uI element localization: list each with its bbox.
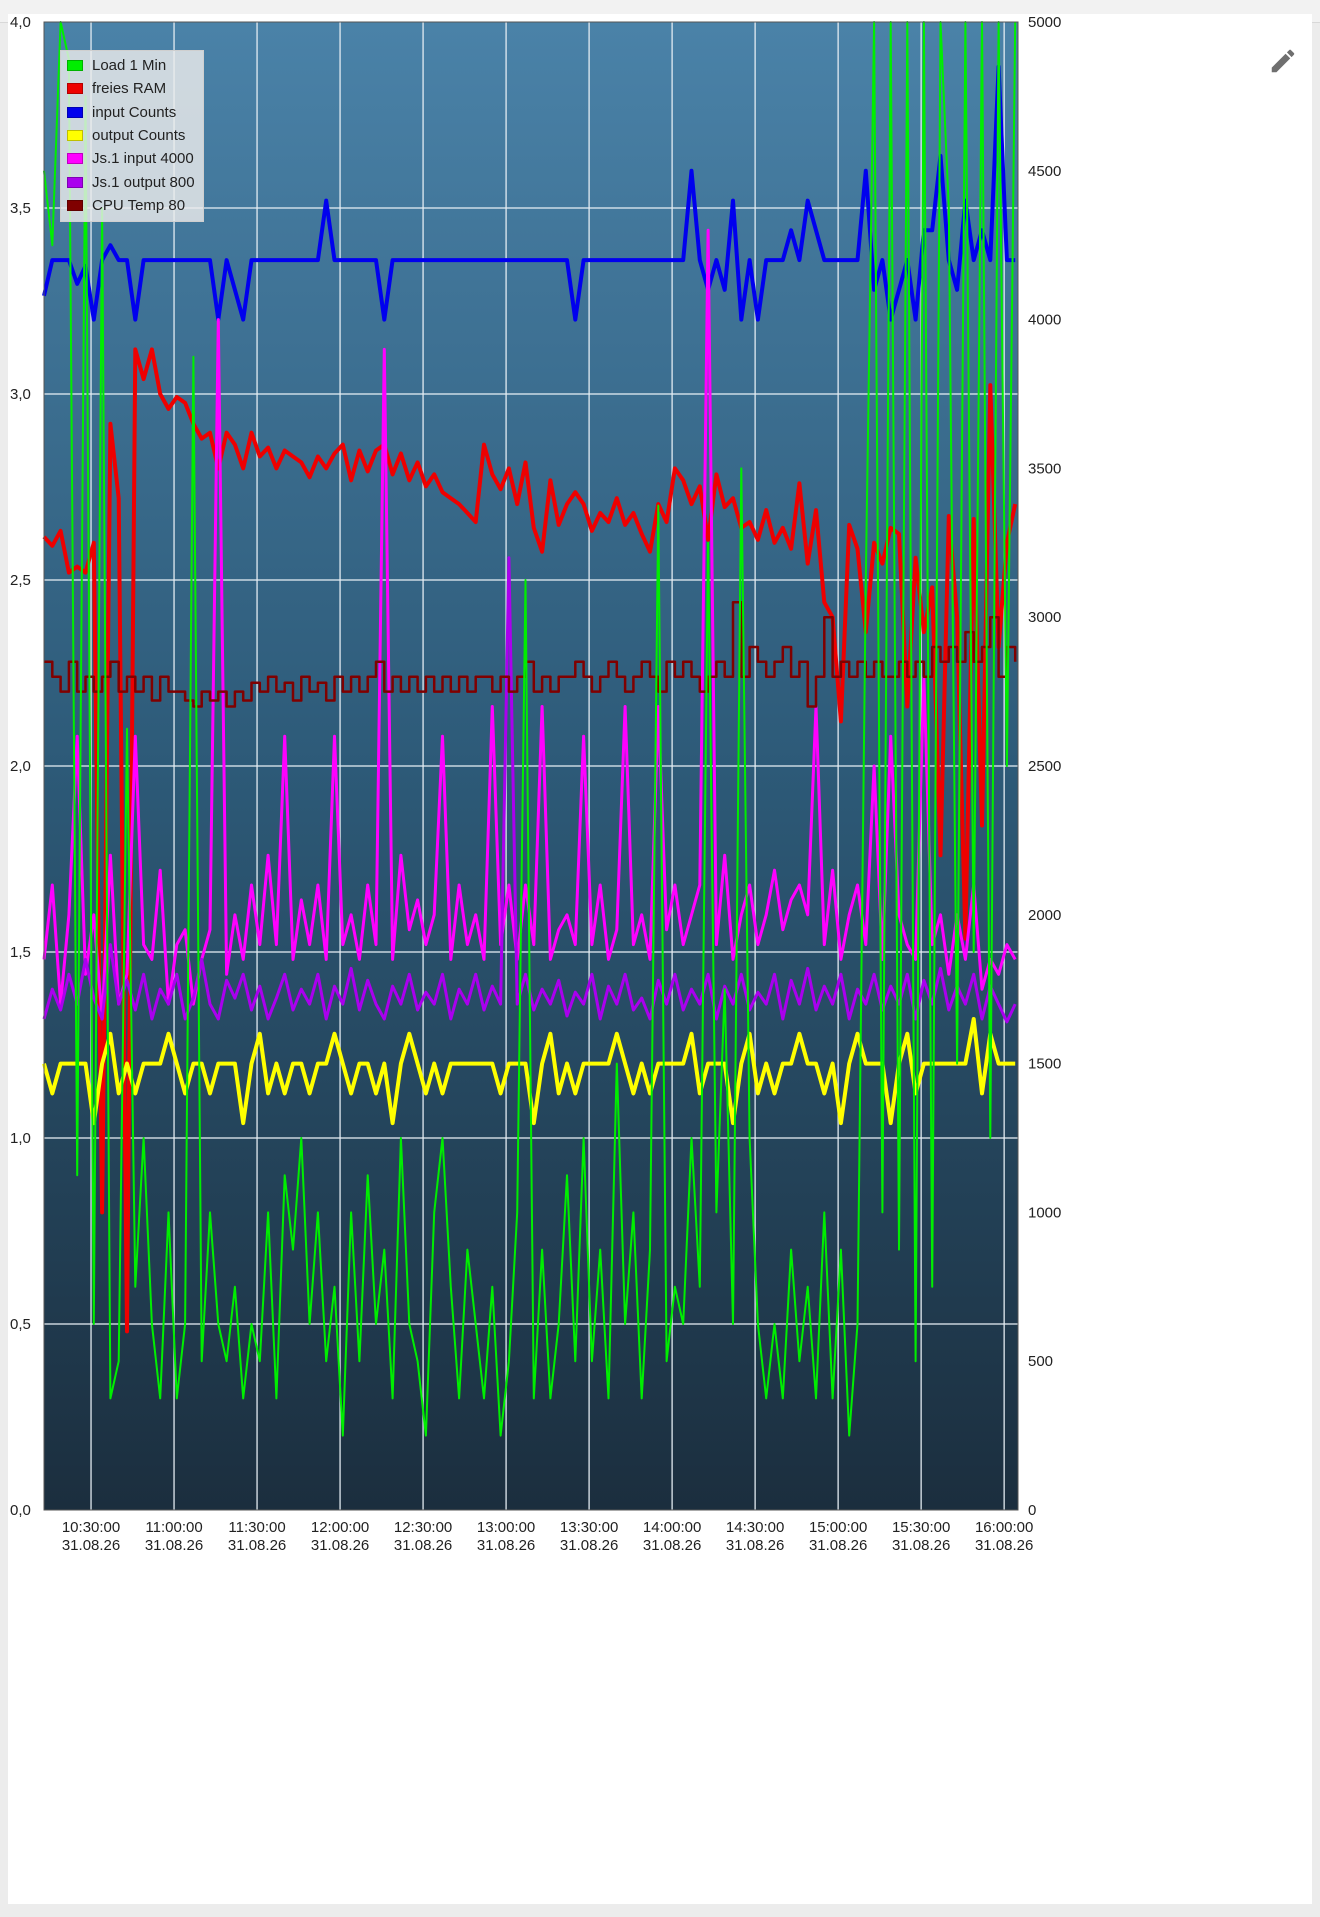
legend-swatch xyxy=(67,106,83,118)
pencil-icon xyxy=(1271,49,1295,73)
x-tick-time: 12:30:00 xyxy=(394,1519,452,1536)
x-tick-time: 13:00:00 xyxy=(477,1519,535,1536)
legend-swatch xyxy=(67,153,83,165)
x-tick-time: 11:30:00 xyxy=(228,1519,285,1536)
x-tick-time: 14:00:00 xyxy=(643,1519,701,1536)
x-tick-date: 31.08.26 xyxy=(560,1537,618,1554)
x-tick-date: 31.08.26 xyxy=(311,1537,369,1554)
chart: 4,03,53,02,52,01,51,00,50,05000450040003… xyxy=(10,14,1061,1554)
x-tick-time: 12:00:00 xyxy=(311,1519,369,1536)
y-right-tick-label: 3000 xyxy=(1028,609,1061,626)
legend-label: Js.1 input 4000 xyxy=(92,150,194,168)
legend-label: output Counts xyxy=(92,127,186,145)
x-tick-date: 31.08.26 xyxy=(809,1537,867,1554)
y-left-tick-label: 4,0 xyxy=(10,14,31,31)
x-tick-date: 31.08.26 xyxy=(145,1537,203,1554)
series-line-load-1-min xyxy=(43,21,1017,1437)
legend-item[interactable]: CPU Temp 80 xyxy=(67,194,197,217)
x-tick-time: 13:30:00 xyxy=(560,1519,618,1536)
legend-item[interactable]: Load 1 Min xyxy=(67,54,197,77)
x-tick-time: 11:00:00 xyxy=(145,1519,202,1536)
legend-swatch xyxy=(67,176,83,188)
edit-button[interactable] xyxy=(1268,46,1298,76)
y-left-tick-label: 3,0 xyxy=(10,386,31,403)
x-tick-time: 16:00:00 xyxy=(975,1519,1033,1536)
legend-item[interactable]: output Counts xyxy=(67,124,197,147)
x-tick-date: 31.08.26 xyxy=(228,1537,286,1554)
series-line-input-counts xyxy=(42,64,1016,322)
y-left-tick-label: 0,5 xyxy=(10,1316,31,1333)
legend-label: Load 1 Min xyxy=(92,57,167,75)
x-tick-date: 31.08.26 xyxy=(394,1537,452,1554)
x-tick-time: 10:30:00 xyxy=(62,1519,120,1536)
x-tick-date: 31.08.26 xyxy=(477,1537,535,1554)
legend-item[interactable]: Js.1 output 800 xyxy=(67,170,197,193)
y-right-tick-label: 1500 xyxy=(1028,1056,1061,1073)
legend-item[interactable]: freies RAM xyxy=(67,77,197,100)
x-tick-date: 31.08.26 xyxy=(62,1537,120,1554)
legend: Load 1 Min freies RAM input Counts output C… xyxy=(60,50,204,223)
y-left-tick-label: 2,0 xyxy=(10,758,31,775)
y-left-tick-label: 0,0 xyxy=(10,1502,31,1519)
legend-label: Js.1 output 800 xyxy=(92,173,195,191)
y-right-tick-label: 4500 xyxy=(1028,163,1061,180)
y-left-tick-label: 1,0 xyxy=(10,1130,31,1147)
plot-frame xyxy=(43,21,1019,1511)
y-right-tick-label: 0 xyxy=(1028,1502,1036,1519)
series-line-cpu-temp-80 xyxy=(44,601,1017,708)
legend-label: freies RAM xyxy=(92,80,167,98)
series-group xyxy=(42,21,1018,1437)
x-tick-date: 31.08.26 xyxy=(975,1537,1033,1554)
legend-swatch xyxy=(67,60,83,72)
x-tick-time: 14:30:00 xyxy=(726,1519,784,1536)
y-right-tick-label: 2000 xyxy=(1028,907,1061,924)
x-tick-date: 31.08.26 xyxy=(892,1537,950,1554)
y-left-tick-label: 3,5 xyxy=(10,200,31,217)
x-tick-date: 31.08.26 xyxy=(643,1537,701,1554)
x-tick-date: 31.08.26 xyxy=(726,1537,784,1554)
legend-item[interactable]: Js.1 input 4000 xyxy=(67,147,197,170)
chart-card: 4,0 3,5 3,0 2,5 2,0 1,5 1,0 0,5 0,0 5000 4500 4000 3… xyxy=(8,14,1312,1904)
legend-swatch xyxy=(67,130,83,142)
legend-swatch xyxy=(67,83,83,95)
y-right-tick-label: 500 xyxy=(1028,1353,1053,1370)
legend-label: CPU Temp 80 xyxy=(92,196,186,214)
y-left-tick-label: 1,5 xyxy=(10,944,31,961)
series-line-freies-ram xyxy=(42,347,1018,1334)
axes: 4,03,53,02,52,01,51,00,50,05000450040003… xyxy=(10,14,1061,1554)
x-tick-time: 15:00:00 xyxy=(809,1519,867,1536)
x-tick-time: 15:30:00 xyxy=(892,1519,950,1536)
y-right-tick-label: 3500 xyxy=(1028,460,1061,477)
legend-swatch xyxy=(67,199,83,211)
legend-label: input Counts xyxy=(92,103,177,121)
y-right-tick-label: 5000 xyxy=(1028,14,1061,31)
y-right-tick-label: 1000 xyxy=(1028,1204,1061,1221)
y-left-tick-label: 2,5 xyxy=(10,572,31,589)
series-line-output-counts xyxy=(42,1017,1016,1126)
legend-item[interactable]: input Counts xyxy=(67,101,197,124)
y-right-tick-label: 2500 xyxy=(1028,758,1061,775)
y-right-tick-label: 4000 xyxy=(1028,312,1061,329)
